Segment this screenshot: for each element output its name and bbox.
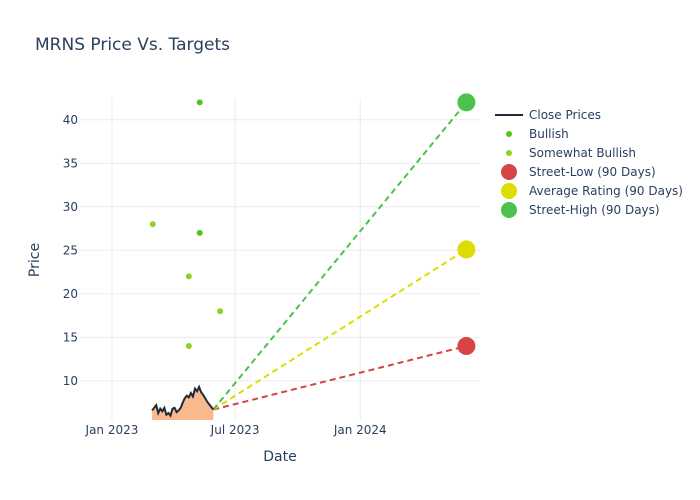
legend-symbol <box>501 202 517 218</box>
legend-label: Street-Low (90 Days) <box>529 165 656 179</box>
x-tick-label: Jul 2023 <box>210 423 260 437</box>
close-price-line <box>151 384 215 418</box>
legend-symbol <box>501 164 517 180</box>
projection-line <box>213 345 467 411</box>
legend-label: Bullish <box>529 127 569 141</box>
target-marker <box>457 93 476 112</box>
legend-symbol <box>506 150 512 156</box>
y-tick-label: 10 <box>63 374 78 388</box>
legend: Close Prices Bullish Somewhat Bullish Stree… <box>495 108 683 218</box>
y-tick-label: 20 <box>63 287 78 301</box>
projection-line <box>212 248 467 411</box>
target-marker <box>457 240 476 259</box>
x-axis-title: Date <box>263 449 296 465</box>
chart-title: MRNS Price Vs. Targets <box>35 35 230 55</box>
x-axis-ticks: Jan 2023 Jul 2023 Jan 2024 <box>85 423 387 437</box>
projection-line <box>212 101 468 411</box>
rating-point <box>185 273 192 280</box>
plot-area <box>149 93 476 420</box>
rating-point <box>217 308 224 315</box>
legend-symbol <box>506 131 512 137</box>
x-tick-label: Jan 2024 <box>333 423 387 437</box>
legend-label: Close Prices <box>529 108 601 122</box>
rating-point <box>185 343 192 350</box>
legend-symbol <box>501 183 517 199</box>
gridlines <box>80 98 480 420</box>
rating-point <box>149 221 156 228</box>
legend-label: Somewhat Bullish <box>529 146 636 160</box>
rating-point <box>196 229 203 236</box>
y-axis-ticks: 10 15 20 25 30 35 40 <box>63 113 78 388</box>
legend-label: Street-High (90 Days) <box>529 203 660 217</box>
y-tick-label: 40 <box>63 113 78 127</box>
y-tick-label: 25 <box>63 243 78 257</box>
x-tick-label: Jan 2023 <box>85 423 139 437</box>
y-tick-label: 35 <box>63 156 78 170</box>
target-marker <box>457 337 476 356</box>
y-tick-label: 30 <box>63 200 78 214</box>
rating-point <box>196 99 203 106</box>
y-axis-title: Price <box>27 243 43 277</box>
y-tick-label: 15 <box>63 330 78 344</box>
legend-label: Average Rating (90 Days) <box>529 184 683 198</box>
